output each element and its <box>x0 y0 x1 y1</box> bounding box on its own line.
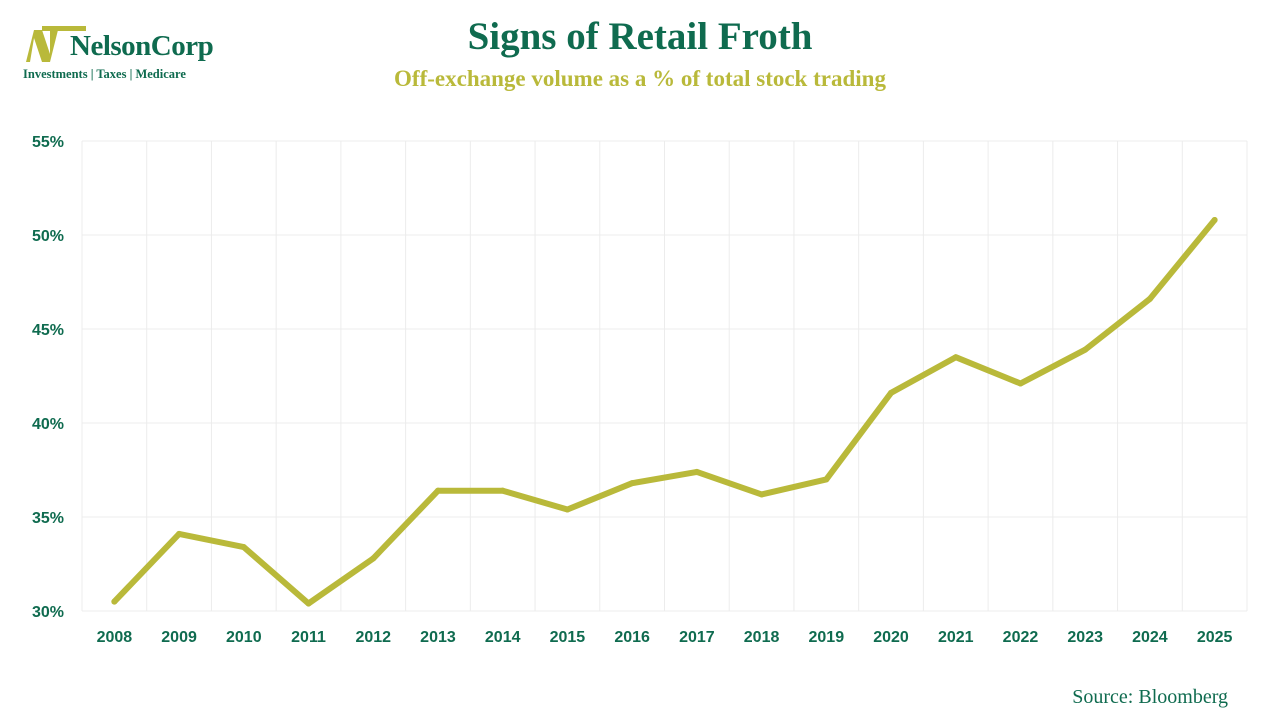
data-point <box>1211 216 1218 223</box>
x-tick-label: 2020 <box>873 629 909 646</box>
data-point <box>499 487 506 494</box>
data-point <box>111 598 118 605</box>
data-point <box>823 476 830 483</box>
data-point <box>952 354 959 361</box>
y-tick-label: 35% <box>32 510 64 527</box>
data-point <box>1146 295 1153 302</box>
x-tick-label: 2023 <box>1067 629 1103 646</box>
data-point <box>629 480 636 487</box>
data-point <box>434 487 441 494</box>
gridlines <box>81 140 1248 612</box>
data-point <box>1017 380 1024 387</box>
data-point <box>758 491 765 498</box>
series-line <box>111 217 1218 607</box>
logo-name: NelsonCorp <box>70 30 214 62</box>
x-tick-label: 2016 <box>614 629 650 646</box>
data-point <box>1082 346 1089 353</box>
y-tick-label: 50% <box>32 228 64 245</box>
x-tick-label: 2021 <box>938 629 974 646</box>
nelsoncorp-logo-mark-icon <box>26 26 86 62</box>
data-point <box>564 506 571 513</box>
x-tick-label: 2010 <box>226 629 262 646</box>
axes: 30% 35% 40% 45% 50% 55% 2008 2009 2010 2011 2012 20… <box>32 134 1233 646</box>
x-tick-label: 2024 <box>1132 629 1168 646</box>
x-tick-label: 2025 <box>1197 629 1233 646</box>
data-point <box>888 389 895 396</box>
chart-title: Signs of Retail Froth <box>467 15 813 58</box>
x-tick-label: 2019 <box>809 629 845 646</box>
x-tick-label: 2008 <box>97 629 133 646</box>
x-tick-label: 2009 <box>161 629 197 646</box>
source-note: Source: Bloomberg <box>1072 686 1228 708</box>
data-point <box>176 530 183 537</box>
y-tick-label: 40% <box>32 416 64 433</box>
y-tick-label: 45% <box>32 322 64 339</box>
logo-tagline: Investments | Taxes | Medicare <box>23 67 186 81</box>
x-tick-label: 2022 <box>1003 629 1039 646</box>
y-tick-label: 55% <box>32 134 64 151</box>
x-tick-label: 2018 <box>744 629 780 646</box>
series <box>111 216 1218 607</box>
x-tick-label: 2011 <box>291 629 326 646</box>
data-point <box>370 555 377 562</box>
data-point <box>305 600 312 607</box>
x-tick-label: 2015 <box>550 629 586 646</box>
data-point <box>240 544 247 551</box>
y-tick-label: 30% <box>32 604 64 621</box>
x-tick-label: 2017 <box>679 629 715 646</box>
x-tick-label: 2013 <box>420 629 456 646</box>
chart-subtitle: Off-exchange volume as a % of total stoc… <box>394 66 886 91</box>
x-tick-label: 2012 <box>355 629 391 646</box>
data-point <box>693 468 700 475</box>
x-tick-label: 2014 <box>485 629 521 646</box>
logo: NelsonCorp Investments | Taxes | Medicar… <box>20 24 230 86</box>
